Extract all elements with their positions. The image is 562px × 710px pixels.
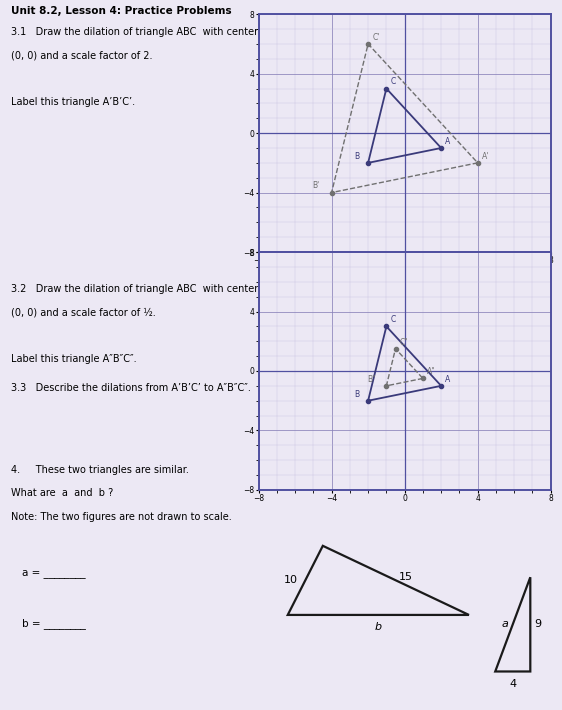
Text: Note: The two figures are not drawn to scale.: Note: The two figures are not drawn to s… bbox=[11, 512, 232, 522]
Text: 15: 15 bbox=[399, 572, 413, 582]
Text: 3.3   Describe the dilations from A’B’C’ to A″B″C″.: 3.3 Describe the dilations from A’B’C’ t… bbox=[11, 383, 251, 393]
Text: B': B' bbox=[312, 182, 319, 190]
Text: B: B bbox=[354, 390, 359, 398]
Text: 4.     These two triangles are similar.: 4. These two triangles are similar. bbox=[11, 465, 189, 475]
Text: Label this triangle A″B″C″.: Label this triangle A″B″C″. bbox=[11, 354, 137, 364]
Text: a: a bbox=[501, 619, 509, 629]
Text: 3.1   Draw the dilation of triangle ABC  with center: 3.1 Draw the dilation of triangle ABC wi… bbox=[11, 27, 259, 37]
Text: A: A bbox=[445, 137, 451, 146]
Text: 9: 9 bbox=[534, 619, 541, 629]
Text: 3.2   Draw the dilation of triangle ABC  with center: 3.2 Draw the dilation of triangle ABC wi… bbox=[11, 284, 259, 294]
Text: A': A' bbox=[482, 152, 490, 160]
Text: Unit 8.2, Lesson 4: Practice Problems: Unit 8.2, Lesson 4: Practice Problems bbox=[11, 6, 232, 16]
Text: (0, 0) and a scale factor of 2.: (0, 0) and a scale factor of 2. bbox=[11, 50, 153, 60]
Text: B": B" bbox=[367, 375, 375, 383]
Text: b: b bbox=[375, 622, 382, 633]
Text: B: B bbox=[354, 152, 359, 160]
Text: C: C bbox=[391, 77, 396, 87]
Text: A: A bbox=[445, 375, 451, 383]
Text: Label this triangle A’B’C’.: Label this triangle A’B’C’. bbox=[11, 97, 135, 107]
Text: C": C" bbox=[400, 337, 409, 346]
Text: C': C' bbox=[372, 33, 380, 42]
Text: A": A" bbox=[427, 367, 436, 376]
Text: (0, 0) and a scale factor of ½.: (0, 0) and a scale factor of ½. bbox=[11, 307, 156, 317]
Text: a = ________: a = ________ bbox=[22, 568, 86, 578]
Text: 10: 10 bbox=[284, 575, 298, 585]
Text: What are  a  and  b ?: What are a and b ? bbox=[11, 488, 114, 498]
Text: C: C bbox=[391, 315, 396, 324]
Text: b = ________: b = ________ bbox=[22, 618, 87, 628]
Text: 4: 4 bbox=[509, 679, 516, 689]
